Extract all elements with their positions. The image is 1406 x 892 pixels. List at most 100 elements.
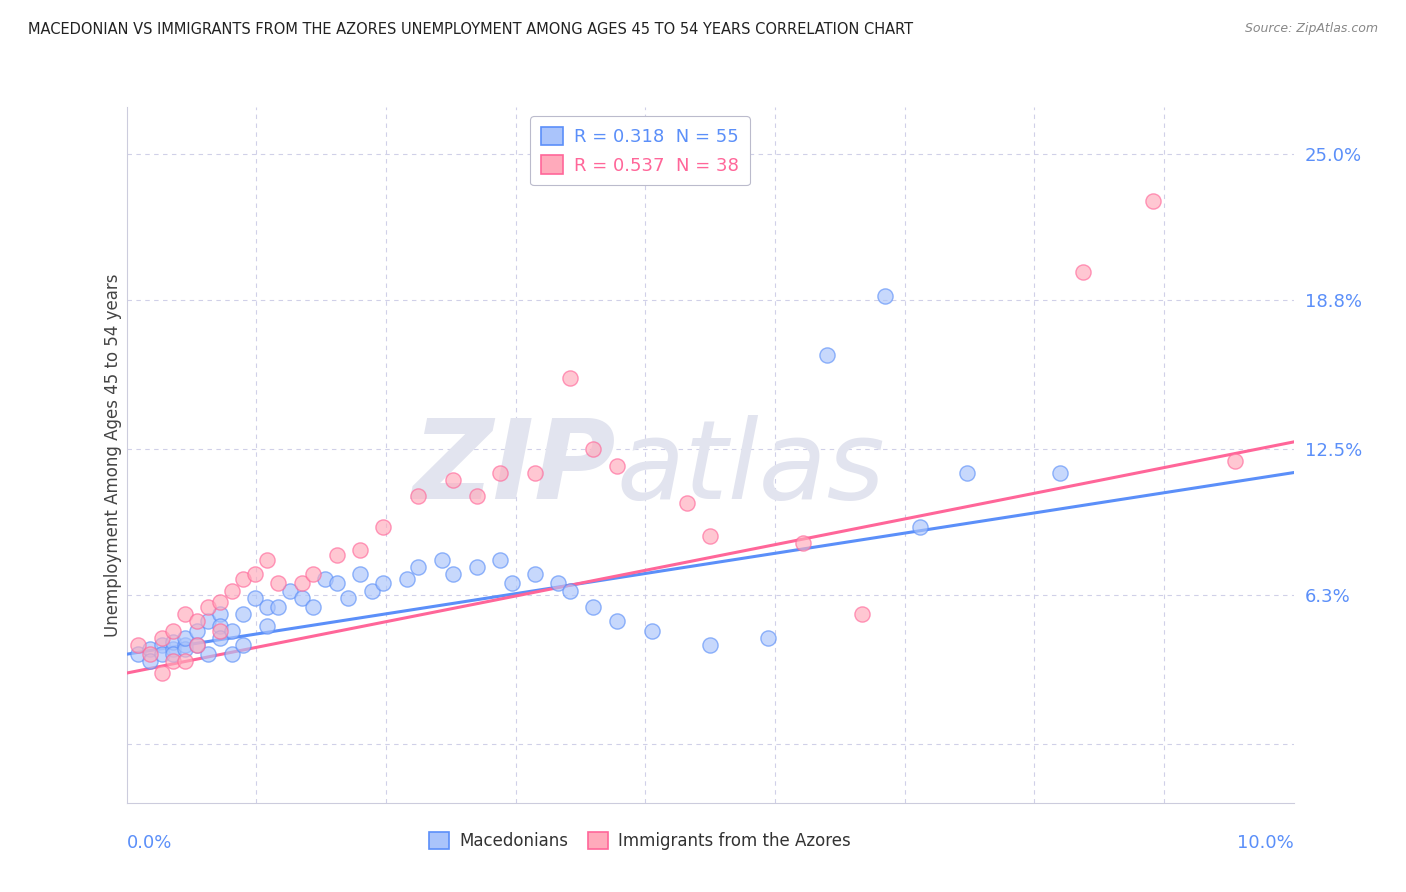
Point — [1142, 194, 1164, 209]
Point — [243, 567, 266, 582]
Point — [221, 624, 243, 638]
Point — [489, 466, 512, 480]
Point — [547, 576, 569, 591]
Point — [186, 624, 208, 638]
Point — [582, 442, 605, 456]
Point — [501, 576, 523, 591]
Point — [699, 638, 721, 652]
Text: Source: ZipAtlas.com: Source: ZipAtlas.com — [1244, 22, 1378, 36]
Point — [792, 536, 814, 550]
Point — [1049, 466, 1071, 480]
Point — [174, 654, 197, 668]
Point — [290, 576, 312, 591]
Point — [441, 567, 464, 582]
Point — [162, 635, 184, 649]
Point — [582, 600, 605, 615]
Point — [408, 560, 430, 574]
Point — [441, 473, 464, 487]
Point — [197, 647, 219, 661]
Point — [851, 607, 873, 621]
Point — [408, 489, 430, 503]
Point — [232, 572, 254, 586]
Point — [174, 631, 197, 645]
Point — [162, 654, 184, 668]
Point — [162, 642, 184, 657]
Point — [186, 638, 208, 652]
Point — [956, 466, 979, 480]
Point — [243, 591, 266, 605]
Point — [221, 583, 243, 598]
Point — [162, 647, 184, 661]
Point — [208, 607, 231, 621]
Point — [360, 583, 382, 598]
Point — [302, 600, 325, 615]
Point — [127, 647, 149, 661]
Point — [174, 642, 197, 657]
Point — [174, 638, 197, 652]
Point — [186, 614, 208, 628]
Point — [325, 548, 347, 562]
Point — [430, 553, 453, 567]
Point — [139, 654, 162, 668]
Point — [150, 638, 173, 652]
Text: atlas: atlas — [617, 416, 886, 523]
Point — [208, 624, 231, 638]
Point — [290, 591, 312, 605]
Point — [349, 567, 371, 582]
Point — [349, 543, 371, 558]
Point — [337, 591, 360, 605]
Point — [314, 572, 336, 586]
Text: 10.0%: 10.0% — [1237, 834, 1294, 852]
Point — [139, 647, 162, 661]
Point — [267, 576, 290, 591]
Point — [373, 520, 395, 534]
Point — [558, 371, 581, 385]
Point — [675, 496, 697, 510]
Point — [278, 583, 301, 598]
Point — [208, 631, 231, 645]
Point — [465, 560, 488, 574]
Point — [232, 638, 254, 652]
Point — [150, 631, 173, 645]
Point — [815, 348, 838, 362]
Point — [256, 619, 278, 633]
Y-axis label: Unemployment Among Ages 45 to 54 years: Unemployment Among Ages 45 to 54 years — [104, 273, 122, 637]
Text: MACEDONIAN VS IMMIGRANTS FROM THE AZORES UNEMPLOYMENT AMONG AGES 45 TO 54 YEARS : MACEDONIAN VS IMMIGRANTS FROM THE AZORES… — [28, 22, 914, 37]
Point — [208, 619, 231, 633]
Point — [208, 595, 231, 609]
Point — [395, 572, 418, 586]
Point — [150, 666, 173, 681]
Point — [756, 631, 779, 645]
Point — [373, 576, 395, 591]
Point — [908, 520, 931, 534]
Point — [221, 647, 243, 661]
Point — [139, 642, 162, 657]
Point — [127, 638, 149, 652]
Point — [267, 600, 290, 615]
Point — [606, 458, 628, 473]
Point — [640, 624, 664, 638]
Text: ZIP: ZIP — [413, 416, 617, 523]
Point — [465, 489, 488, 503]
Point — [256, 600, 278, 615]
Point — [875, 289, 897, 303]
Point — [524, 466, 547, 480]
Point — [524, 567, 547, 582]
Point — [186, 638, 208, 652]
Legend: Macedonians, Immigrants from the Azores: Macedonians, Immigrants from the Azores — [422, 826, 858, 857]
Point — [1223, 454, 1246, 468]
Text: 0.0%: 0.0% — [127, 834, 172, 852]
Point — [1073, 265, 1095, 279]
Point — [162, 624, 184, 638]
Point — [256, 553, 278, 567]
Point — [325, 576, 347, 591]
Point — [197, 614, 219, 628]
Point — [174, 607, 197, 621]
Point — [302, 567, 325, 582]
Point — [150, 647, 173, 661]
Point — [232, 607, 254, 621]
Point — [197, 600, 219, 615]
Point — [699, 529, 721, 543]
Point — [606, 614, 628, 628]
Point — [489, 553, 512, 567]
